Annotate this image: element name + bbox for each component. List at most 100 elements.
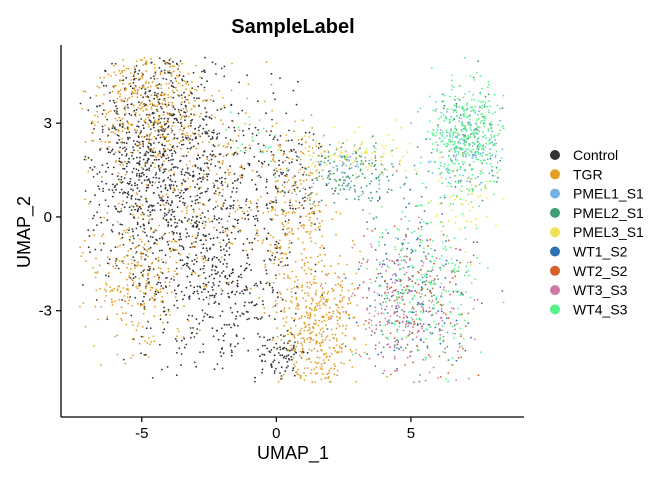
data-point <box>132 157 135 160</box>
data-point <box>98 203 101 206</box>
data-point <box>189 122 192 124</box>
data-point <box>455 216 457 219</box>
data-point <box>288 307 291 309</box>
data-point <box>162 113 165 116</box>
data-point <box>457 270 460 273</box>
data-point <box>429 160 432 163</box>
data-point <box>204 107 207 109</box>
data-point <box>431 269 434 271</box>
data-point <box>186 318 189 321</box>
data-point <box>108 146 111 148</box>
data-point <box>404 326 407 328</box>
data-point <box>388 259 391 262</box>
data-point <box>425 222 427 225</box>
data-point <box>182 129 184 132</box>
data-point <box>440 230 443 233</box>
data-point <box>445 263 447 265</box>
data-point <box>474 154 476 157</box>
data-point <box>459 166 462 169</box>
data-point <box>481 181 483 184</box>
data-point <box>327 377 329 380</box>
data-point <box>180 143 183 146</box>
data-point <box>202 203 205 206</box>
data-point <box>137 217 140 219</box>
data-point <box>328 369 331 372</box>
data-point <box>362 163 365 166</box>
data-point <box>154 229 156 232</box>
data-point <box>158 158 160 161</box>
data-point <box>293 184 295 187</box>
data-point <box>242 129 244 132</box>
data-point <box>150 132 153 134</box>
data-point <box>186 132 188 134</box>
data-point <box>265 269 268 272</box>
data-point <box>153 315 156 318</box>
data-point <box>236 199 239 202</box>
data-point <box>375 147 377 150</box>
data-point <box>126 192 129 195</box>
data-point <box>423 281 425 283</box>
data-point <box>167 104 170 106</box>
data-point <box>314 263 317 266</box>
data-point <box>287 274 289 277</box>
data-point <box>322 298 325 300</box>
data-point <box>270 130 272 133</box>
data-point <box>331 187 334 190</box>
data-point <box>142 168 145 171</box>
data-point <box>470 110 473 113</box>
data-point <box>470 124 472 127</box>
data-point <box>430 151 433 154</box>
data-point <box>313 309 316 312</box>
data-point <box>460 356 462 359</box>
data-point <box>248 127 250 130</box>
data-point <box>128 112 131 115</box>
data-point <box>180 339 183 342</box>
data-point <box>218 259 220 261</box>
data-point <box>287 191 290 194</box>
data-point <box>337 262 340 265</box>
data-point <box>286 181 289 184</box>
data-point <box>294 260 297 263</box>
data-point <box>410 122 412 124</box>
data-point <box>474 128 476 131</box>
data-point <box>182 115 185 117</box>
data-point <box>156 96 158 99</box>
data-point <box>375 190 378 193</box>
data-point <box>93 344 95 347</box>
data-point <box>353 336 355 339</box>
data-point <box>472 148 474 151</box>
data-point <box>146 62 148 64</box>
data-point <box>122 147 124 150</box>
data-point <box>127 250 130 252</box>
data-point <box>310 225 312 227</box>
data-point <box>454 162 456 165</box>
data-point <box>154 151 157 154</box>
data-point <box>416 303 419 306</box>
data-point <box>397 260 399 262</box>
data-point <box>180 220 183 223</box>
data-point <box>114 62 117 65</box>
data-point <box>396 314 399 317</box>
data-point <box>216 218 218 221</box>
data-point <box>426 288 429 291</box>
data-point <box>464 251 467 254</box>
data-point <box>470 151 473 154</box>
data-point <box>404 233 407 236</box>
data-point <box>162 135 164 138</box>
data-point <box>350 180 353 183</box>
data-point <box>293 175 296 178</box>
data-point <box>297 237 300 240</box>
data-point <box>162 322 164 324</box>
data-point <box>226 220 229 223</box>
data-point <box>393 349 396 352</box>
data-point <box>262 239 265 242</box>
data-point <box>132 92 135 94</box>
data-point <box>153 275 156 278</box>
data-point <box>184 119 186 122</box>
data-point <box>412 308 415 311</box>
data-point <box>142 212 145 215</box>
data-point <box>501 125 504 128</box>
data-point <box>447 317 450 319</box>
data-point <box>178 71 181 73</box>
data-point <box>397 341 400 344</box>
